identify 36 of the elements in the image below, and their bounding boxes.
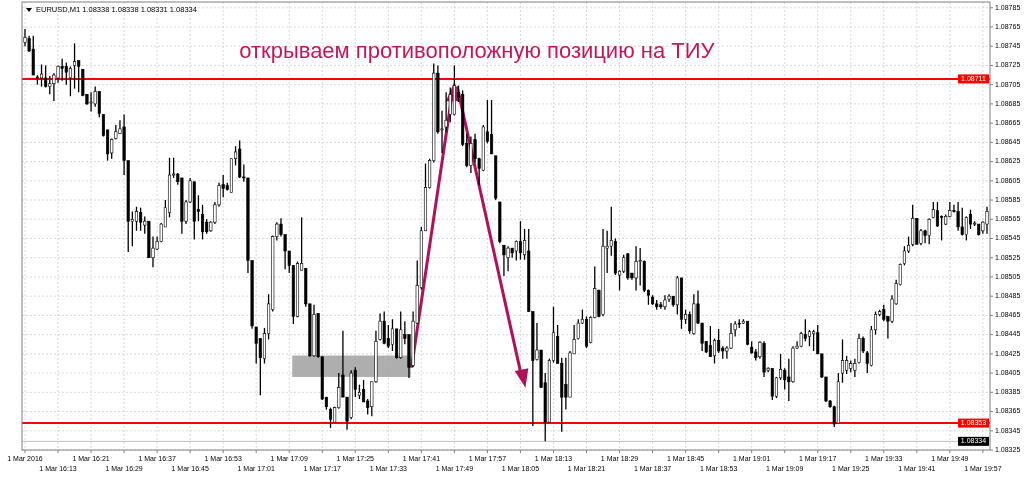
candlestick [902,245,906,267]
candlestick [518,220,522,261]
candlestick [803,318,807,343]
candlestick [812,329,816,352]
candlestick [97,90,101,119]
candlestick [60,58,64,82]
candlestick [940,214,944,242]
candlestick [386,324,390,349]
candlestick [382,310,386,345]
candlestick [39,63,44,88]
candlestick [935,201,939,228]
candlestick [927,217,931,245]
candlestick [89,91,93,113]
candlestick [708,325,712,358]
candlestick [77,59,81,94]
candlestick [634,245,638,292]
candlestick [469,135,473,174]
candlestick [328,407,333,429]
candlestick [64,61,68,86]
candlestick [840,338,845,384]
candlestick [638,247,642,287]
candlestick [490,99,494,155]
annotation: открываем противоположную позицию на ТИУ [239,38,716,63]
candlestick [73,42,77,90]
candlestick [502,244,506,277]
candlestick [506,245,510,272]
candlestick [985,206,989,235]
candlestick [134,206,139,232]
candlestick [139,207,143,232]
candlestick [956,201,960,232]
candlestick [201,204,205,241]
candlestick [68,65,72,97]
candlestick [745,320,750,346]
candlestick [712,337,717,365]
candlestick [845,355,849,375]
candlestick [514,239,518,262]
